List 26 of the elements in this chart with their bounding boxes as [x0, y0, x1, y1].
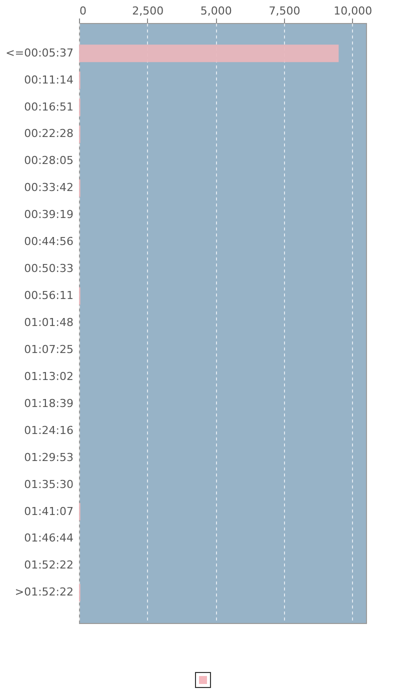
y-tick-label: <=00:05:37: [6, 46, 74, 60]
y-tick-label: 01:07:25: [24, 342, 74, 356]
y-tick-label: 01:13:02: [24, 370, 74, 383]
y-tick-label: 00:22:28: [24, 127, 74, 140]
y-tick-label: 00:11:14: [24, 73, 74, 86]
y-tick-label: 01:46:44: [24, 532, 74, 545]
y-tick-label: 01:41:07: [24, 504, 74, 518]
y-tick-label: 01:52:22: [24, 558, 74, 572]
x-tick-label: 7,500: [268, 4, 300, 18]
y-tick-label: >01:52:22: [14, 586, 74, 599]
y-tick-label: 01:24:16: [24, 424, 74, 437]
y-tick-label: 00:28:05: [24, 154, 74, 168]
y-tick-label: 00:56:11: [24, 289, 74, 302]
y-tick-label: 01:18:39: [24, 396, 74, 410]
y-tick-label: 00:33:42: [24, 181, 74, 194]
y-tick-label: 01:29:53: [24, 450, 74, 464]
x-tick-label: 0: [80, 4, 86, 18]
y-tick-label: 00:44:56: [24, 235, 74, 248]
y-tick-label: 01:01:48: [24, 316, 74, 329]
x-tick-label: 5,000: [200, 4, 232, 18]
x-tick-label: 10,000: [334, 4, 372, 18]
y-tick-label: 00:50:33: [24, 262, 74, 276]
x-tick-label: 2,500: [132, 4, 164, 18]
y-tick-label: 00:16:51: [24, 100, 74, 114]
y-tick-label: 01:35:30: [24, 478, 74, 491]
y-tick-label: 00:39:19: [24, 208, 74, 222]
